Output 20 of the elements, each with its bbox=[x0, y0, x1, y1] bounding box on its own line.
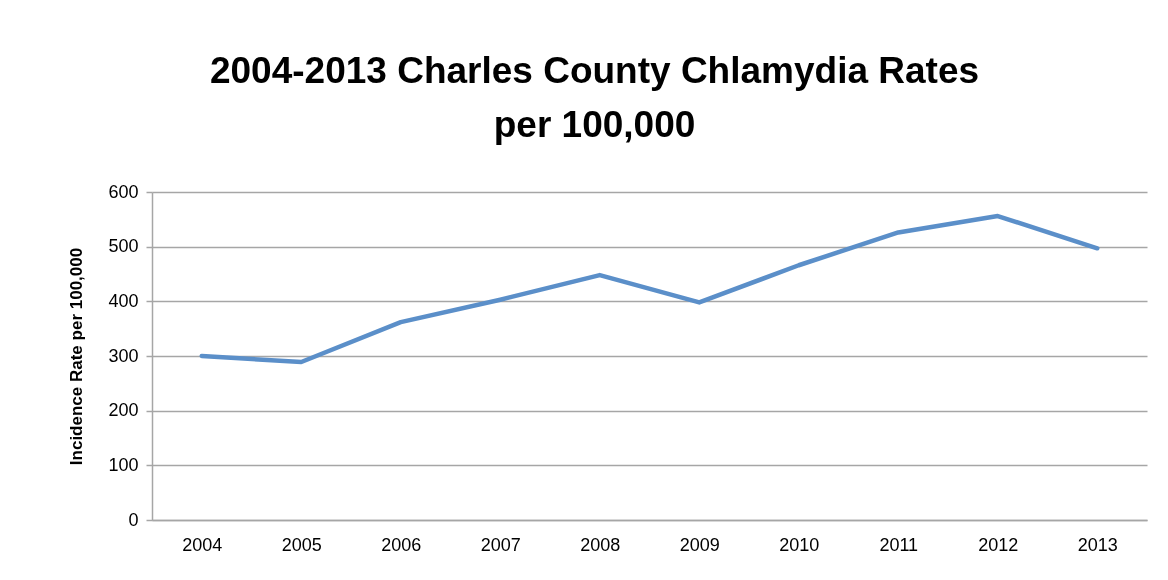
y-tick-label: 500 bbox=[108, 236, 139, 257]
x-tick-label: 2005 bbox=[281, 534, 322, 555]
x-tick-label: 2008 bbox=[580, 534, 621, 555]
chart-title: 2004-2013 Charles County Chlamydia Rates per 100,000 bbox=[209, 50, 980, 145]
x-tick-label: 2012 bbox=[978, 534, 1019, 555]
line-series bbox=[199, 213, 1100, 365]
y-tick-label: 0 bbox=[128, 509, 139, 530]
x-tick-label: 2011 bbox=[879, 534, 919, 555]
x-tick-label: 2009 bbox=[679, 534, 720, 555]
y-tick-label: 400 bbox=[108, 290, 139, 311]
x-tick-label: 2004 bbox=[182, 534, 223, 555]
y-tick-label: 100 bbox=[108, 454, 139, 475]
x-tick-label: 2010 bbox=[779, 534, 820, 555]
y-tick-label: 200 bbox=[108, 400, 139, 421]
y-tick-label: 600 bbox=[108, 181, 139, 202]
x-tick-label: 2013 bbox=[1077, 534, 1118, 555]
x-tick-label: 2006 bbox=[381, 534, 422, 555]
y-tick-label: 300 bbox=[108, 345, 139, 366]
x-tick-label: 2007 bbox=[480, 534, 521, 555]
y-axis-title: Incidence Rate per 100,000 bbox=[67, 247, 87, 466]
